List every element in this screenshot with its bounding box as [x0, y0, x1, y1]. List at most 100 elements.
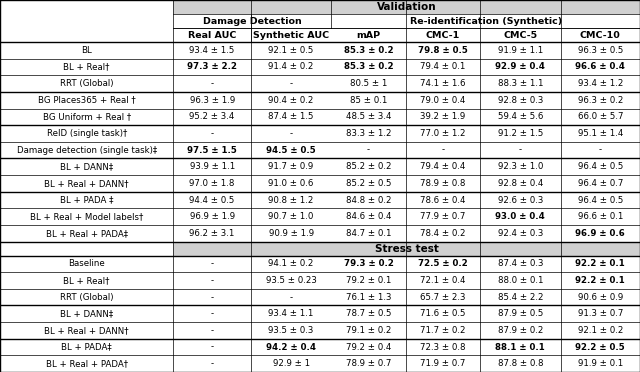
Bar	[0, 272, 173, 289]
Text: -: -	[211, 309, 214, 318]
Bar	[173, 225, 251, 241]
Text: 79.0 ± 0.4: 79.0 ± 0.4	[420, 96, 465, 105]
Bar	[480, 92, 561, 109]
Bar	[173, 109, 251, 125]
Text: 84.7 ± 0.1: 84.7 ± 0.1	[346, 229, 391, 238]
Bar	[561, 109, 640, 125]
Text: -: -	[211, 326, 214, 335]
Bar	[480, 175, 561, 192]
Text: BL + Real + PADA‡: BL + Real + PADA‡	[45, 229, 128, 238]
Bar	[251, 28, 332, 42]
Text: -: -	[211, 129, 214, 138]
Bar	[0, 241, 173, 256]
Text: 65.7 ± 2.3: 65.7 ± 2.3	[420, 293, 465, 302]
Bar	[406, 75, 480, 92]
Text: 85.4 ± 2.2: 85.4 ± 2.2	[497, 293, 543, 302]
Bar	[480, 208, 561, 225]
Bar	[406, 192, 480, 208]
Text: 96.9 ± 0.6: 96.9 ± 0.6	[575, 229, 625, 238]
Text: Damage Detection: Damage Detection	[203, 16, 302, 26]
Bar	[0, 142, 173, 158]
Bar	[332, 305, 406, 322]
Text: 87.4 ± 1.5: 87.4 ± 1.5	[268, 112, 314, 121]
Text: 92.8 ± 0.3: 92.8 ± 0.3	[497, 96, 543, 105]
Bar	[332, 42, 406, 59]
Text: RRT (Global): RRT (Global)	[60, 79, 113, 88]
Bar	[406, 225, 480, 241]
Bar	[0, 289, 173, 305]
Bar	[173, 305, 251, 322]
Text: 96.4 ± 0.5: 96.4 ± 0.5	[577, 196, 623, 205]
Text: 92.4 ± 0.3: 92.4 ± 0.3	[497, 229, 543, 238]
Bar	[251, 92, 332, 109]
Text: 66.0 ± 5.7: 66.0 ± 5.7	[577, 112, 623, 121]
Text: 39.2 ± 1.9: 39.2 ± 1.9	[420, 112, 465, 121]
Text: 91.4 ± 0.2: 91.4 ± 0.2	[268, 62, 314, 71]
Bar	[561, 339, 640, 355]
Bar	[0, 109, 173, 125]
Text: 92.6 ± 0.3: 92.6 ± 0.3	[497, 196, 543, 205]
Bar	[561, 322, 640, 339]
Bar	[0, 192, 173, 208]
Bar	[251, 256, 332, 272]
Text: ReID (single task)†: ReID (single task)†	[47, 129, 127, 138]
Bar	[173, 272, 251, 289]
Bar	[251, 225, 332, 241]
Text: 91.2 ± 1.5: 91.2 ± 1.5	[497, 129, 543, 138]
Text: 59.4 ± 5.6: 59.4 ± 5.6	[497, 112, 543, 121]
Text: 72.1 ± 0.4: 72.1 ± 0.4	[420, 276, 465, 285]
Text: 92.2 ± 0.5: 92.2 ± 0.5	[575, 343, 625, 352]
Bar	[406, 28, 480, 42]
Text: 90.9 ± 1.9: 90.9 ± 1.9	[269, 229, 314, 238]
Bar	[173, 0, 640, 14]
Text: 85 ± 0.1: 85 ± 0.1	[350, 96, 387, 105]
Text: 80.5 ± 1: 80.5 ± 1	[350, 79, 387, 88]
Text: 93.4 ± 1.5: 93.4 ± 1.5	[189, 46, 235, 55]
Text: BL + PADA‡: BL + PADA‡	[61, 343, 112, 352]
Bar	[561, 125, 640, 142]
Text: 93.4 ± 1.2: 93.4 ± 1.2	[577, 79, 623, 88]
Bar	[561, 158, 640, 175]
Bar	[332, 256, 406, 272]
Text: BL + DANN‡: BL + DANN‡	[60, 309, 113, 318]
Bar	[561, 75, 640, 92]
Text: 92.9 ± 1: 92.9 ± 1	[273, 359, 310, 368]
Bar	[406, 92, 480, 109]
Bar	[406, 175, 480, 192]
Bar	[251, 42, 332, 59]
Text: 91.0 ± 0.6: 91.0 ± 0.6	[268, 179, 314, 188]
Bar	[173, 125, 251, 142]
Text: 95.1 ± 1.4: 95.1 ± 1.4	[577, 129, 623, 138]
Bar	[251, 322, 332, 339]
Text: 93.0 ± 0.4: 93.0 ± 0.4	[495, 212, 545, 221]
Bar	[173, 208, 251, 225]
Bar	[406, 339, 480, 355]
Text: BL + Real†: BL + Real†	[63, 276, 110, 285]
Bar	[480, 355, 561, 372]
Text: 83.3 ± 1.2: 83.3 ± 1.2	[346, 129, 391, 138]
Bar	[332, 92, 406, 109]
Text: 96.4 ± 0.5: 96.4 ± 0.5	[577, 162, 623, 171]
Bar	[406, 256, 480, 272]
Bar	[0, 355, 173, 372]
Bar	[251, 125, 332, 142]
Bar	[332, 225, 406, 241]
Text: 96.3 ± 0.2: 96.3 ± 0.2	[577, 96, 623, 105]
Bar	[0, 92, 173, 109]
Bar	[480, 42, 561, 59]
Bar	[251, 305, 332, 322]
Bar	[173, 241, 640, 256]
Text: -: -	[367, 145, 370, 155]
Bar	[561, 92, 640, 109]
Bar	[332, 322, 406, 339]
Text: 90.4 ± 0.2: 90.4 ± 0.2	[268, 96, 314, 105]
Bar	[332, 109, 406, 125]
Text: -: -	[441, 145, 444, 155]
Text: Stress test: Stress test	[375, 244, 438, 254]
Text: 87.9 ± 0.5: 87.9 ± 0.5	[497, 309, 543, 318]
Bar	[561, 192, 640, 208]
Text: BG Uniform + Real †: BG Uniform + Real †	[43, 112, 131, 121]
Bar	[173, 75, 251, 92]
Text: BL + Real + DANN†: BL + Real + DANN†	[44, 179, 129, 188]
Bar	[251, 75, 332, 92]
